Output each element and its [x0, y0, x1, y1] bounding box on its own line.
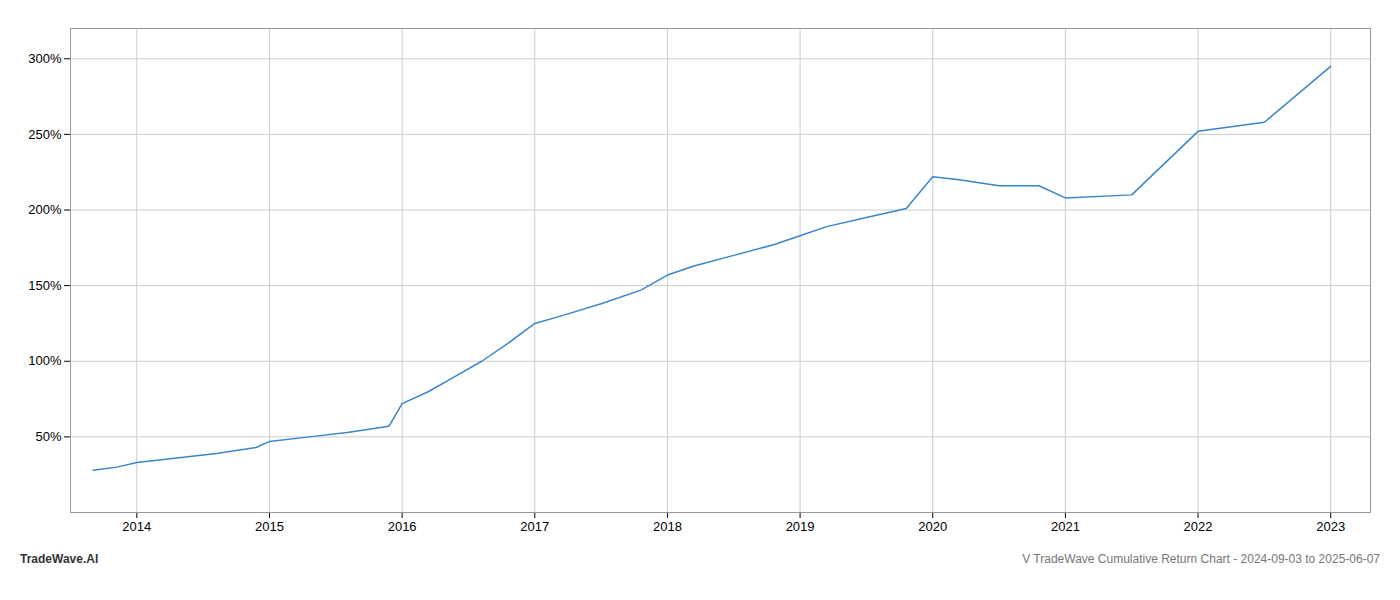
svg-text:250%: 250% [28, 127, 62, 142]
html-text:V TradeWave Cumulative Return: V TradeWave Cumulative Return Chart - 20… [1022, 552, 1380, 566]
svg-text:300%: 300% [28, 51, 62, 66]
svg-text:100%: 100% [28, 353, 62, 368]
svg-text:2022: 2022 [1184, 519, 1213, 534]
svg-text:2018: 2018 [653, 519, 682, 534]
svg-text:2017: 2017 [520, 519, 549, 534]
svg-text:2014: 2014 [122, 519, 151, 534]
svg-text:200%: 200% [28, 202, 62, 217]
svg-text:150%: 150% [28, 278, 62, 293]
svg-text:2023: 2023 [1316, 519, 1345, 534]
html-text:TradeWave.AI: TradeWave.AI [20, 552, 99, 566]
svg-text:2019: 2019 [786, 519, 815, 534]
svg-text:2016: 2016 [388, 519, 417, 534]
svg-text:50%: 50% [35, 429, 61, 444]
svg-text:2021: 2021 [1051, 519, 1080, 534]
svg-text:2015: 2015 [255, 519, 284, 534]
svg-text:2020: 2020 [918, 519, 947, 534]
